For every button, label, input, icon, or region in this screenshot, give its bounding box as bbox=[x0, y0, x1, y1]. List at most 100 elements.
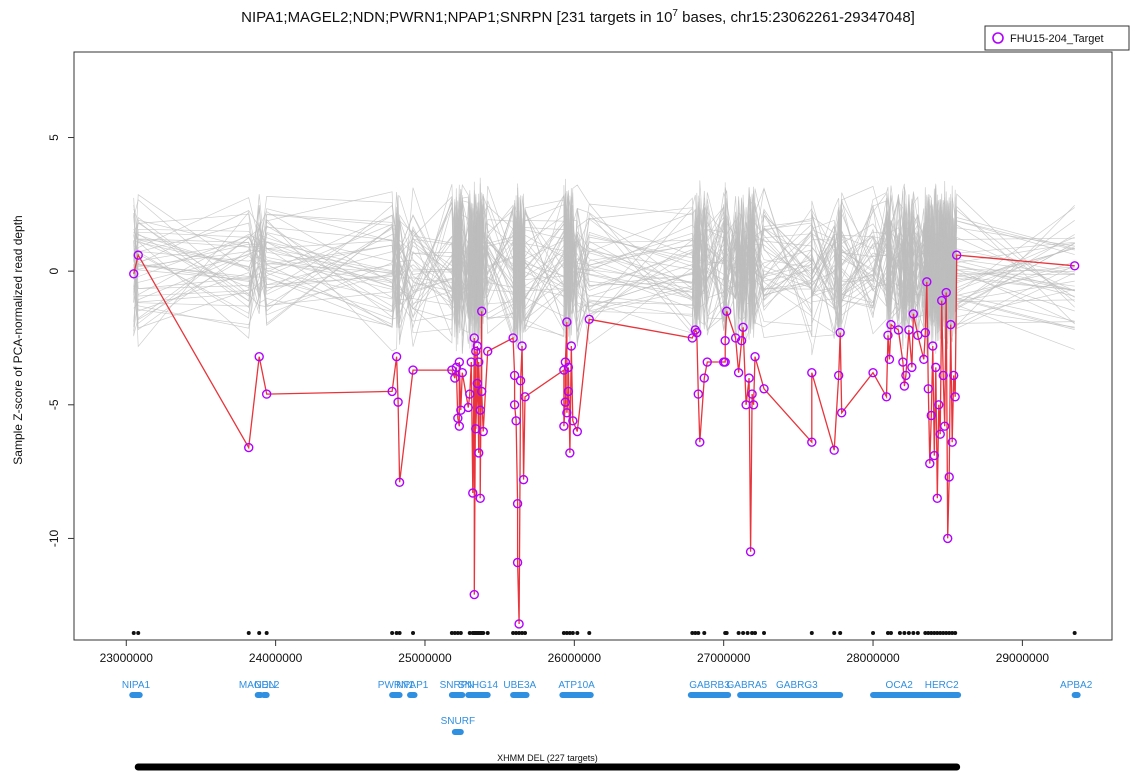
target-point bbox=[948, 370, 959, 381]
probe-dot bbox=[935, 631, 940, 635]
target-point bbox=[923, 384, 933, 394]
target-point bbox=[393, 397, 403, 407]
target-point bbox=[926, 410, 936, 421]
probe-dot bbox=[741, 631, 746, 635]
target-point bbox=[511, 416, 521, 426]
probe-dot bbox=[944, 631, 949, 635]
target-point bbox=[747, 389, 757, 399]
target-point bbox=[559, 421, 569, 431]
target-point bbox=[884, 354, 895, 365]
gene-label: PWRN1 bbox=[378, 680, 415, 691]
gene-label: NDN bbox=[254, 680, 276, 691]
probe-position-dots bbox=[131, 631, 1077, 635]
gene-label: GABRB3 bbox=[689, 680, 730, 691]
target-point bbox=[730, 333, 741, 343]
probe-dot bbox=[394, 631, 399, 635]
target-point bbox=[928, 341, 938, 351]
target-point bbox=[408, 365, 418, 375]
probe-dot bbox=[926, 631, 931, 635]
target-point bbox=[514, 619, 524, 629]
probe-dot bbox=[809, 631, 814, 635]
probe-dot bbox=[467, 631, 472, 635]
target-point bbox=[451, 362, 462, 373]
target-point bbox=[584, 314, 594, 324]
target-point bbox=[518, 474, 529, 485]
background-sample-lines bbox=[133, 177, 1075, 356]
target-point bbox=[483, 346, 493, 357]
probe-dot bbox=[950, 631, 955, 635]
target-point bbox=[938, 370, 948, 381]
target-series-line bbox=[133, 253, 1075, 625]
target-point bbox=[721, 306, 732, 316]
target-point bbox=[244, 442, 254, 453]
target-point bbox=[565, 448, 575, 458]
target-point bbox=[759, 384, 769, 394]
probe-dot bbox=[906, 631, 911, 635]
probe-dot bbox=[696, 631, 701, 635]
probe-dot bbox=[753, 631, 758, 635]
y-tick-label: 5 bbox=[47, 134, 61, 141]
target-point bbox=[509, 400, 520, 410]
target-point bbox=[881, 392, 892, 402]
target-point bbox=[568, 416, 578, 426]
probe-dot bbox=[947, 631, 952, 635]
target-point bbox=[394, 477, 405, 488]
target-point bbox=[465, 389, 475, 399]
probe-dot bbox=[136, 631, 141, 635]
probe-dot bbox=[923, 631, 928, 635]
gene-label: SNURF bbox=[441, 716, 475, 727]
legend-marker bbox=[992, 32, 1004, 44]
gene-label: HERC2 bbox=[925, 680, 959, 691]
probe-dot bbox=[131, 631, 136, 635]
target-point bbox=[562, 317, 572, 327]
gene-label: SNRPN bbox=[440, 680, 475, 691]
probe-dot bbox=[702, 631, 707, 635]
legend-box bbox=[984, 25, 1130, 51]
probe-dot bbox=[915, 631, 920, 635]
target-point bbox=[925, 458, 935, 469]
target-point bbox=[560, 397, 571, 407]
probe-dot bbox=[449, 631, 454, 635]
gene-label: NIPA1 bbox=[122, 680, 151, 691]
probe-dot bbox=[397, 631, 402, 635]
probe-dot bbox=[517, 631, 522, 635]
target-point bbox=[744, 373, 754, 383]
y-tick-label: 0 bbox=[47, 268, 61, 275]
target-point bbox=[472, 378, 482, 389]
target-point bbox=[836, 408, 847, 418]
gene-label: MAGEL2 bbox=[239, 680, 280, 691]
target-point bbox=[835, 327, 845, 338]
target-point bbox=[563, 362, 574, 373]
probe-dot bbox=[514, 631, 519, 635]
target-point bbox=[951, 250, 962, 260]
probe-dot bbox=[897, 631, 902, 635]
probe-dot bbox=[871, 631, 876, 635]
target-point bbox=[450, 373, 460, 383]
target-point bbox=[901, 370, 911, 381]
target-point bbox=[508, 333, 518, 343]
probe-dot bbox=[561, 631, 566, 635]
probe-dot bbox=[511, 631, 516, 635]
target-point bbox=[477, 386, 487, 397]
target-point bbox=[468, 488, 478, 498]
probe-dot bbox=[485, 631, 490, 635]
plot-area bbox=[73, 51, 1113, 641]
target-point bbox=[931, 362, 941, 373]
target-point bbox=[922, 277, 932, 287]
target-point bbox=[472, 341, 482, 351]
target-point bbox=[387, 386, 397, 397]
target-point bbox=[515, 376, 526, 386]
target-point bbox=[512, 557, 523, 568]
target-point bbox=[695, 437, 705, 447]
target-point bbox=[919, 354, 929, 365]
probe-dot bbox=[523, 631, 528, 635]
target-point bbox=[391, 351, 402, 362]
target-point bbox=[478, 426, 488, 437]
target-point bbox=[947, 437, 957, 447]
x-tick-label: 26000000 bbox=[548, 651, 602, 665]
probe-dot bbox=[932, 631, 937, 635]
target-point bbox=[944, 472, 954, 482]
target-point bbox=[702, 357, 712, 367]
